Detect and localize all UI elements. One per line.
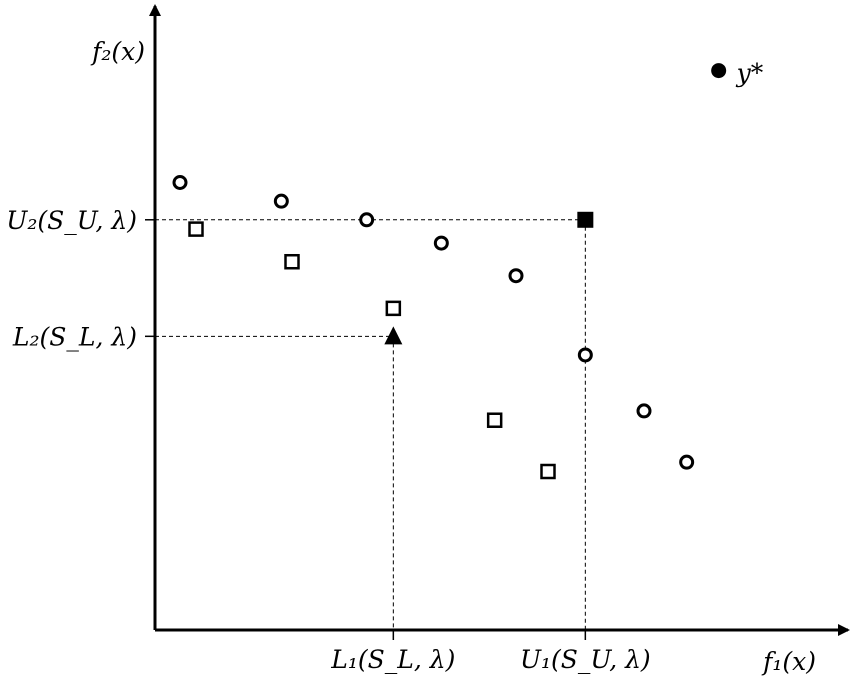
ideal-point [711, 63, 727, 79]
data-point-square [540, 463, 556, 480]
lower-bound-point [384, 326, 403, 345]
y-axis-label: f₂(x) [90, 37, 145, 66]
upper-bound-point [577, 211, 594, 228]
ideal-point-label: y* [736, 59, 764, 88]
axis-labels: f₂(x) f₁(x) L₁(S_L, λ) U₁(S_U, λ) U₂(S_U, λ)… [6, 37, 816, 676]
guide-lines [155, 219, 586, 630]
x-axis-label: f₁(x) [761, 647, 816, 676]
data-point-circle [679, 454, 695, 470]
x-tick-label-u1: U₁(S_U, λ) [520, 645, 651, 674]
data-point-circle [273, 193, 289, 209]
data-point-square [188, 221, 204, 237]
data-point-square [385, 300, 402, 317]
data-point-circle [359, 212, 375, 228]
data-marks [172, 63, 727, 480]
y-tick-label-l2: L₂(S_L, λ) [12, 322, 137, 351]
axes [145, 4, 850, 640]
data-point-square [284, 253, 300, 270]
data-point-circle [577, 347, 593, 363]
data-point-circle [636, 403, 652, 419]
data-point-circle [508, 268, 524, 284]
data-point-circle [172, 174, 188, 190]
y-tick-label-u2: U₂(S_U, λ) [6, 206, 137, 235]
data-point-circle [433, 235, 449, 251]
data-point-square [486, 412, 503, 428]
x-tick-label-l1: L₁(S_L, λ) [330, 645, 455, 674]
